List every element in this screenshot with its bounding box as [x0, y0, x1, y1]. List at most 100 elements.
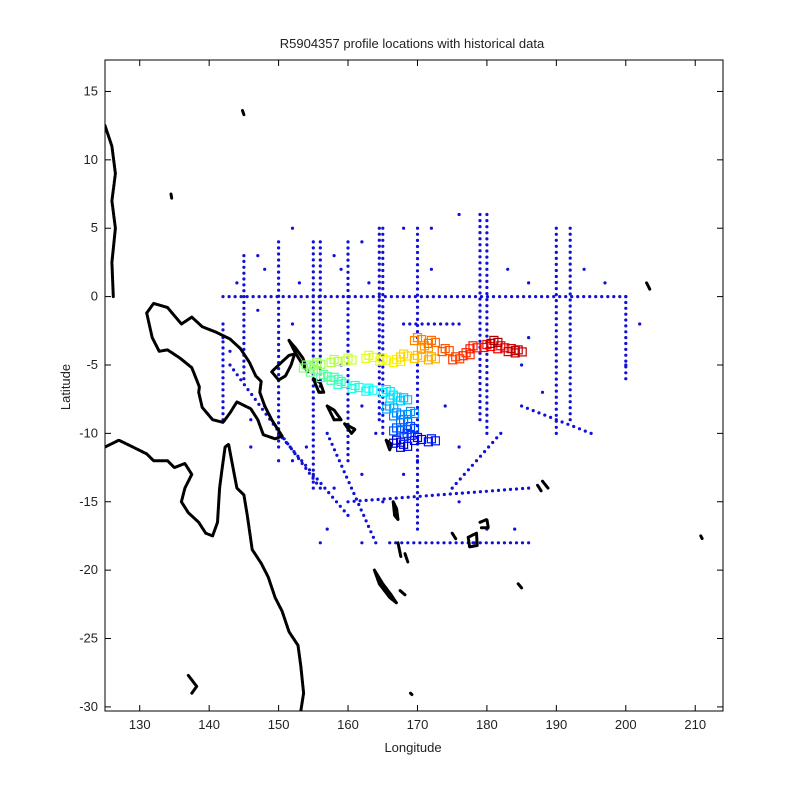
- historical-profile-point: [485, 401, 489, 405]
- historical-profile-point: [406, 541, 410, 545]
- historical-profile-point: [381, 287, 385, 291]
- coastline: [541, 479, 550, 490]
- historical-profile-point: [415, 521, 420, 525]
- historical-profile-point: [568, 256, 572, 260]
- float-profile-marker: [403, 441, 413, 451]
- historical-profile-point: [395, 295, 399, 299]
- float-profile-marker: [323, 372, 333, 382]
- historical-profile-point: [568, 274, 572, 278]
- float-profile-marker: [503, 347, 513, 357]
- historical-profile-point: [554, 299, 558, 303]
- historical-profile-point: [577, 427, 582, 431]
- historical-profile-point: [490, 541, 494, 545]
- historical-profile-point: [311, 336, 315, 340]
- historical-profile-point: [543, 413, 547, 417]
- historical-profile-point: [570, 295, 574, 299]
- historical-profile-point: [381, 299, 385, 303]
- historical-profile-point: [277, 354, 281, 359]
- historical-profile-point: [568, 250, 572, 254]
- historical-profile-point: [311, 240, 315, 244]
- y-tick-label: 10: [84, 152, 98, 167]
- historical-profile-point: [277, 324, 281, 328]
- historical-profile-point: [516, 295, 520, 299]
- historical-profile-point: [346, 349, 350, 353]
- historical-profile-point: [568, 382, 572, 386]
- historical-profile-point: [318, 282, 322, 286]
- historical-profile-point: [419, 295, 423, 299]
- historical-profile-point: [415, 497, 420, 501]
- historical-profile-point: [346, 453, 350, 457]
- historical-profile-point: [568, 316, 572, 320]
- historical-profile-point: [554, 401, 558, 405]
- historical-profile-point: [277, 300, 281, 304]
- historical-profile-point: [377, 310, 381, 314]
- float-profile-marker: [340, 356, 350, 366]
- historical-profile-point: [508, 541, 513, 545]
- historical-profile-point: [377, 226, 381, 230]
- historical-profile-point: [311, 312, 315, 316]
- historical-profile-point: [485, 358, 489, 362]
- float-profile-marker: [396, 425, 406, 435]
- historical-profile-point: [383, 295, 387, 299]
- historical-profile-point: [242, 271, 246, 275]
- historical-profile-point: [277, 336, 281, 340]
- coastline: [398, 589, 407, 597]
- historical-profile-point: [443, 295, 448, 299]
- historical-profile-point: [362, 513, 366, 518]
- historical-profile-point: [311, 486, 315, 490]
- historical-profile-point: [457, 445, 461, 449]
- historical-profile-point: [239, 295, 243, 299]
- historical-profile-point: [485, 219, 489, 223]
- historical-profile-point: [415, 305, 420, 309]
- historical-profile-point: [346, 513, 350, 518]
- historical-profile-point: [485, 383, 489, 387]
- historical-profile-point: [284, 440, 288, 445]
- historical-profile-point: [485, 212, 489, 217]
- float-profile-marker: [382, 404, 392, 414]
- historical-profile-point: [242, 365, 246, 369]
- historical-profile-point: [568, 400, 572, 404]
- historical-profile-point: [381, 323, 385, 327]
- float-profile-marker: [396, 410, 406, 420]
- historical-profile-point: [425, 295, 429, 299]
- historical-profile-point: [307, 471, 311, 475]
- historical-profile-point: [400, 541, 404, 545]
- historical-profile-point: [415, 330, 420, 334]
- historical-profile-point: [318, 336, 322, 340]
- historical-profile-point: [430, 493, 434, 497]
- historical-profile-point: [527, 281, 531, 285]
- historical-profile-point: [377, 280, 381, 284]
- historical-profile-point: [277, 459, 281, 463]
- historical-profile-point: [311, 444, 315, 448]
- historical-profile-point: [346, 325, 350, 329]
- historical-profile-point: [473, 295, 478, 299]
- historical-profile-point: [408, 322, 412, 326]
- historical-profile-point: [406, 495, 410, 499]
- float-profile-marker: [305, 362, 315, 372]
- historical-profile-point: [311, 462, 315, 466]
- historical-profile-point: [381, 238, 385, 242]
- historical-profile-point: [442, 492, 446, 497]
- historical-profile-point: [246, 388, 250, 392]
- historical-profile-point: [277, 282, 281, 286]
- historical-profile-point: [520, 363, 524, 367]
- historical-profile-point: [377, 295, 381, 299]
- historical-profile-point: [377, 346, 381, 350]
- historical-profile-point: [381, 425, 385, 429]
- historical-profile-point: [311, 450, 315, 454]
- historical-profile-point: [527, 541, 531, 545]
- historical-profile-point: [415, 269, 420, 273]
- historical-profile-point: [328, 437, 332, 441]
- historical-profile-point: [484, 489, 488, 493]
- historical-profile-point: [242, 306, 246, 310]
- historical-profile-point: [450, 486, 454, 490]
- historical-profile-point: [346, 374, 350, 378]
- y-axis-label: Latitude: [58, 364, 73, 410]
- historical-profile-point: [263, 295, 267, 299]
- historical-profile-point: [277, 276, 281, 280]
- historical-profile-point: [522, 295, 526, 299]
- float-profile-marker: [416, 434, 427, 445]
- historical-profile-point: [554, 323, 558, 327]
- historical-profile-point: [377, 382, 381, 386]
